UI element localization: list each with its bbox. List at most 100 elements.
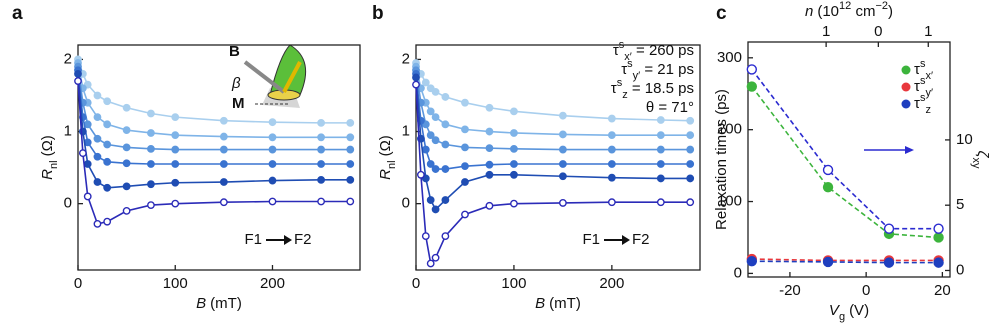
data-point — [431, 205, 440, 214]
data-point — [461, 210, 469, 219]
data-point — [147, 109, 155, 118]
data-point — [147, 180, 155, 189]
data-point — [933, 223, 944, 234]
data-point — [607, 198, 616, 207]
data-point — [883, 257, 895, 268]
data-point — [686, 174, 695, 183]
data-point — [426, 160, 435, 168]
legend-marker — [901, 99, 911, 109]
arrow-head — [284, 235, 292, 245]
fit-parameter-part: s — [619, 39, 625, 51]
legend-label-part: z — [925, 104, 931, 116]
fit-parameter: τsz = 18.5 ps — [611, 77, 694, 101]
data-point — [103, 140, 112, 149]
data-point — [122, 143, 131, 152]
data-point — [93, 178, 102, 186]
y-axis-label-part: Relaxation times (ps) — [713, 89, 730, 230]
data-point — [93, 113, 102, 122]
data-point — [822, 256, 834, 268]
arrow-head — [622, 235, 630, 245]
fit-parameter-part: s — [627, 58, 633, 70]
data-point — [510, 107, 518, 116]
data-point — [317, 118, 326, 127]
data-point — [78, 149, 87, 158]
data-point — [485, 103, 494, 112]
data-point — [656, 131, 665, 140]
x-axis-label-part: (mT) — [210, 295, 242, 312]
legend-label-part: τ — [914, 61, 920, 78]
panel-letter: b — [372, 3, 384, 24]
data-point — [122, 206, 131, 215]
data-point — [93, 91, 102, 100]
data-point — [317, 160, 326, 168]
data-point — [510, 129, 518, 137]
x-axis-label-part: B — [535, 295, 545, 312]
data-point — [346, 118, 355, 127]
data-point — [426, 131, 435, 140]
data-point — [441, 196, 450, 204]
data-point — [317, 133, 326, 142]
data-point — [268, 118, 277, 127]
data-point — [268, 133, 277, 142]
electrode-label: F2 — [632, 231, 650, 248]
y-axis-label-part: (Ω) — [39, 135, 56, 156]
data-point — [103, 120, 112, 129]
data-point — [147, 144, 155, 153]
x2-axis-label-part: ) — [888, 3, 893, 20]
data-point — [426, 107, 435, 116]
data-point — [122, 103, 131, 112]
legend-label-part: y′ — [925, 87, 933, 99]
data-point — [83, 192, 92, 201]
data-point — [441, 93, 450, 101]
series-line — [77, 70, 351, 165]
electrode-label: F1 — [582, 231, 600, 248]
electrode-label: F2 — [294, 231, 312, 248]
data-point — [268, 197, 277, 206]
x2-axis-label-part: cm — [851, 3, 875, 20]
data-point — [558, 172, 567, 181]
data-point — [268, 160, 277, 168]
legend-label: τsy′ — [914, 75, 933, 99]
series-line — [77, 73, 351, 189]
data-point — [421, 145, 430, 154]
x-axis-label: B (mT) — [196, 295, 242, 312]
legend-label: τsx′ — [914, 58, 933, 82]
x-tick-label: 0 — [412, 275, 420, 292]
fit-parameter-part: = 21 ps — [640, 61, 694, 78]
y-axis-label-part: R — [39, 169, 56, 180]
legend-label-part: s — [920, 75, 926, 87]
y-tick-label: 100 — [717, 193, 742, 210]
x-tick-label: -20 — [779, 282, 801, 299]
data-point — [686, 198, 695, 207]
data-point — [346, 145, 355, 154]
data-point — [510, 199, 518, 208]
data-point — [171, 160, 180, 168]
y-tick-label: 2 — [64, 50, 72, 67]
data-point — [412, 73, 420, 82]
data-point — [510, 170, 518, 179]
data-point — [746, 81, 758, 92]
data-point — [122, 126, 131, 134]
legend-label-part: x′ — [925, 70, 933, 82]
fit-parameter-part: τ — [611, 80, 617, 97]
inset-label: M — [232, 95, 245, 112]
data-point — [171, 113, 180, 122]
data-point — [421, 78, 430, 87]
data-point — [441, 165, 450, 173]
data-point — [441, 120, 450, 129]
data-point — [171, 178, 180, 187]
data-point — [746, 255, 758, 267]
data-point — [822, 164, 834, 176]
data-point — [686, 160, 695, 168]
x-tick-label: 0 — [862, 282, 870, 299]
data-point — [607, 173, 616, 182]
data-point — [103, 157, 112, 166]
y-tick-label: 0 — [402, 195, 410, 212]
y-tick-label: 300 — [717, 49, 742, 66]
fit-parameter-part: s — [617, 77, 623, 89]
data-point — [171, 145, 180, 154]
fit-parameter-part: = 18.5 ps — [628, 80, 694, 97]
x-tick-label: 20 — [934, 282, 951, 299]
data-point — [933, 257, 944, 268]
x-axis-label: B (mT) — [535, 295, 581, 312]
